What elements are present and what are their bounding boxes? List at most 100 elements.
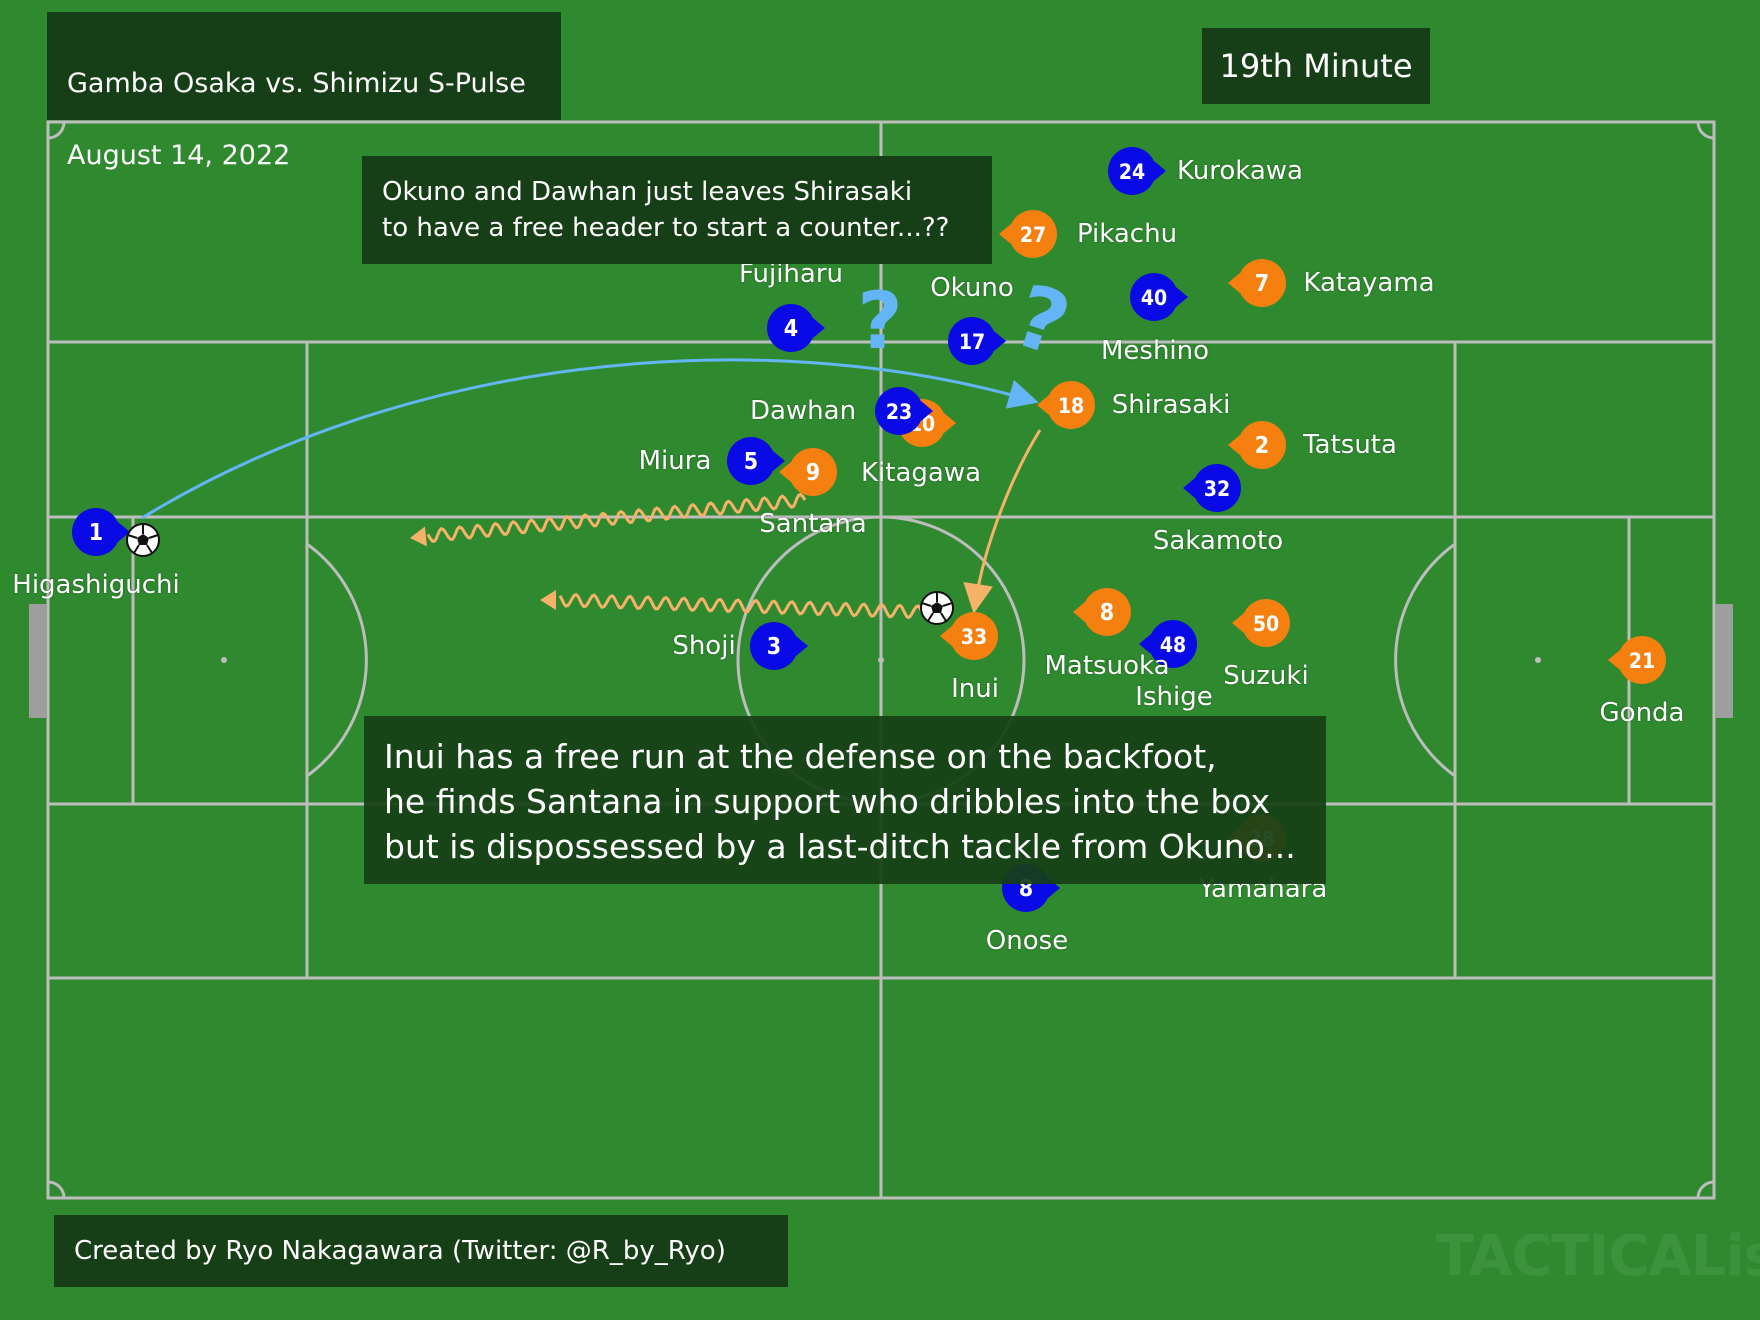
right-goal [1715, 604, 1733, 718]
player-disc [1083, 588, 1131, 636]
right-penalty-spot [1535, 657, 1541, 663]
long-ball-arrow [141, 358, 1039, 520]
shimizu-player-name: Santana [759, 509, 867, 539]
player-number: 27 [1020, 223, 1046, 247]
player-number: 32 [1204, 477, 1230, 501]
shimizu-player-marker: 27 [999, 210, 1057, 258]
question-mark-icon: ? [857, 277, 902, 367]
facing-arrow-icon [1139, 634, 1151, 654]
inui-carry-arrow [558, 592, 924, 620]
player-number: 21 [1629, 649, 1655, 673]
player-number: 17 [959, 330, 985, 354]
player-disc [1238, 259, 1286, 307]
gamba-player-name: Miura [638, 446, 712, 476]
gamba-player-marker: 1 [72, 508, 130, 556]
match-info-box: Gamba Osaka vs. Shimizu S-Pulse August 1… [47, 12, 561, 171]
shimizu-player-marker: 21 [1608, 636, 1666, 684]
left-penalty-spot [221, 657, 227, 663]
facing-arrow-icon [999, 224, 1011, 244]
player-disc [1130, 273, 1178, 321]
shimizu-player-marker: 7 [1228, 259, 1286, 307]
corner-arc-bl [47, 1180, 66, 1199]
player-disc [1108, 147, 1156, 195]
player-number: 40 [1141, 286, 1167, 310]
shimizu-player-name: Suzuki [1223, 661, 1309, 691]
facing-arrow-icon [1154, 161, 1166, 181]
gamba-player-marker: 3 [750, 622, 808, 670]
player-number: 33 [961, 625, 987, 649]
player-disc [875, 387, 923, 435]
gamba-player-name: Dawhan [749, 396, 857, 426]
ball-icon [920, 591, 954, 625]
player-number: 24 [1119, 160, 1145, 184]
shimizu-player-name: Katayama [1303, 268, 1435, 298]
facing-arrow-icon [1176, 287, 1188, 307]
shimizu-player-name: Tatsuta [1303, 430, 1397, 460]
gamba-player-marker: 17 [948, 317, 1006, 365]
shimizu-player-marker: 8 [1073, 588, 1131, 636]
gamba-player-marker: 4 [767, 304, 825, 352]
corner-arc-tr [1696, 121, 1715, 140]
facing-arrow-icon [1228, 435, 1240, 455]
gamba-player-name: Okuno [930, 273, 1014, 303]
shimizu-player-name: Inui [951, 674, 999, 704]
gamba-player-name: Ishige [1135, 682, 1213, 712]
players-layer: 27718291033850282112441740235323488 [72, 147, 1666, 912]
gamba-player-name: Kurokawa [1177, 156, 1303, 186]
player-number: 50 [1253, 612, 1279, 636]
gamba-player-marker: 23 [875, 387, 933, 435]
ball-icon [126, 523, 160, 557]
player-number: 8 [1100, 600, 1114, 626]
gamba-player-name: Higashiguchi [12, 570, 180, 600]
center-spot [878, 657, 884, 663]
gamba-player-name: Onose [985, 926, 1069, 956]
player-disc [1009, 210, 1057, 258]
player-disc [1242, 599, 1290, 647]
player-number: 9 [806, 460, 820, 486]
left-penalty-arc [306, 542, 368, 778]
minute-badge: 19th Minute [1202, 28, 1430, 104]
player-disc [1238, 421, 1286, 469]
shimizu-player-marker: 33 [940, 612, 998, 660]
gamba-player-name: Sakamoto [1152, 526, 1284, 556]
player-disc [1618, 636, 1666, 684]
header-flick-arrow [963, 429, 1042, 614]
inui-carry-arrowhead [540, 590, 556, 610]
player-disc [789, 448, 837, 496]
shimizu-player-name: Shirasaki [1111, 390, 1231, 420]
player-number: 23 [886, 400, 912, 424]
player-number: 7 [1255, 271, 1269, 297]
corner-arc-tl [47, 121, 66, 140]
annotation-header: Okuno and Dawhan just leaves Shirasaki t… [362, 156, 992, 264]
player-disc [1149, 620, 1197, 668]
facing-arrow-icon [1608, 650, 1620, 670]
facing-arrow-icon [921, 401, 933, 421]
player-disc [1047, 381, 1095, 429]
shimizu-player-name: Matsuoka [1044, 651, 1170, 681]
shimizu-player-name: Pikachu [1076, 219, 1178, 249]
shimizu-player-marker: 50 [1232, 599, 1290, 647]
right-penalty-arc [1394, 542, 1456, 778]
player-number: 3 [767, 634, 781, 660]
facing-arrow-icon [779, 462, 791, 482]
watermark-logo: TACTICALista [1436, 1224, 1760, 1289]
player-disc [1193, 464, 1241, 512]
player-number: 2 [1255, 433, 1269, 459]
gamba-player-name: Fujiharu [738, 259, 844, 289]
player-number: 48 [1160, 633, 1186, 657]
facing-arrow-icon [118, 522, 130, 542]
player-number: 18 [1058, 394, 1084, 418]
pitch-markings [46, 120, 1716, 1200]
player-disc [750, 622, 798, 670]
gamba-player-name: Meshino [1100, 336, 1210, 366]
match-date: August 14, 2022 [67, 140, 291, 171]
player-disc [950, 612, 998, 660]
player-disc [72, 508, 120, 556]
svg-text:?: ? [857, 277, 902, 367]
shimizu-player-marker: 9 [779, 448, 837, 496]
gamba-player-name: Shoji [672, 631, 736, 661]
player-number: 1 [89, 520, 103, 546]
facing-arrow-icon [944, 413, 956, 433]
gamba-player-marker: 32 [1183, 464, 1241, 512]
